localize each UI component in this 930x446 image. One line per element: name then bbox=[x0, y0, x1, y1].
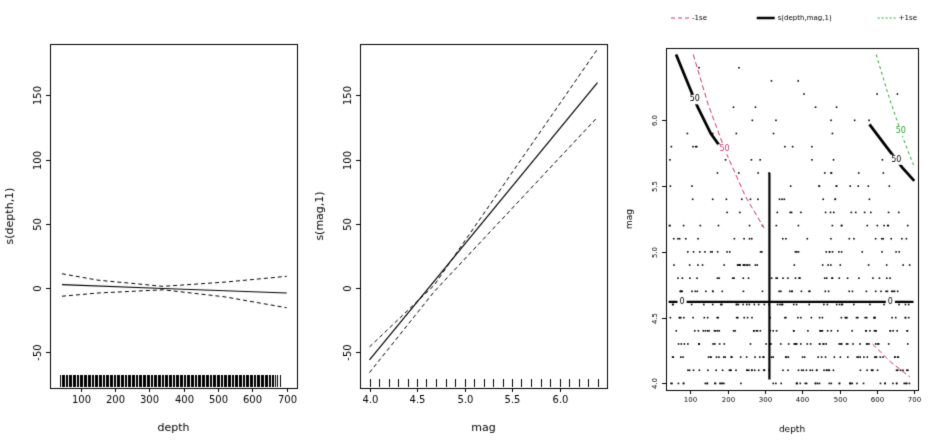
smooth-mag-panel bbox=[310, 0, 620, 446]
tensor-contour-panel bbox=[620, 0, 930, 446]
smooth-depth-panel bbox=[0, 0, 310, 446]
